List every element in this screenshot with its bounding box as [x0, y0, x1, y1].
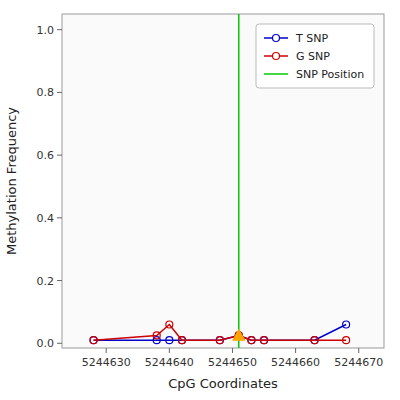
legend-swatch — [264, 73, 288, 75]
legend-box — [256, 24, 374, 88]
series-point — [166, 321, 173, 328]
series-point — [343, 337, 350, 344]
chart: 5244630 5244640 5244650 5244660 5244670 0.0 0.… — [0, 0, 400, 400]
series-point — [311, 337, 318, 344]
series-point — [216, 337, 223, 344]
y-tick — [57, 155, 62, 156]
y-tick — [57, 343, 62, 344]
x-tick-label: 5244630 — [82, 356, 131, 369]
legend-label: G SNP — [296, 50, 330, 63]
y-tick-label: 0.0 — [37, 337, 55, 350]
plot-frame — [62, 14, 384, 348]
snp-marker — [233, 329, 245, 340]
legend-marker — [273, 53, 280, 60]
y-tick-label: 1.0 — [37, 24, 55, 37]
series-line — [94, 324, 347, 340]
y-tick — [57, 217, 62, 218]
y-tick-label: 0.2 — [37, 275, 55, 288]
legend-label: T SNP — [295, 32, 328, 45]
x-tick — [358, 348, 359, 353]
x-tick — [295, 348, 296, 353]
snp-line — [238, 14, 240, 348]
legend-label: SNP Position — [296, 68, 364, 81]
x-axis-label: CpG Coordinates — [168, 376, 278, 391]
x-tick-label: 5244660 — [271, 356, 320, 369]
y-axis-label: Methylation Frequency — [4, 107, 19, 255]
series-point — [261, 337, 268, 344]
y-tick-label: 0.6 — [37, 149, 55, 162]
legend-marker — [273, 35, 280, 42]
x-tick — [169, 348, 170, 353]
y-tick — [57, 280, 62, 281]
legend: T SNP G SNP SNP Position — [256, 24, 374, 88]
axes: 5244630 5244640 5244650 5244660 5244670 0.0 0.… — [37, 24, 384, 369]
x-tick-label: 5244650 — [208, 356, 257, 369]
y-tick-label: 0.4 — [37, 212, 55, 225]
series-point — [90, 337, 97, 344]
series-point — [343, 321, 350, 328]
x-tick — [106, 348, 107, 353]
series-point — [248, 337, 255, 344]
x-tick — [232, 348, 233, 353]
y-tick — [57, 29, 62, 30]
series-point — [166, 337, 173, 344]
y-tick-label: 0.8 — [37, 86, 55, 99]
y-tick — [57, 92, 62, 93]
x-tick-label: 5244640 — [145, 356, 194, 369]
series-point — [178, 337, 185, 344]
series-line — [94, 324, 347, 340]
series-point — [153, 332, 160, 339]
x-tick-label: 5244670 — [334, 356, 383, 369]
